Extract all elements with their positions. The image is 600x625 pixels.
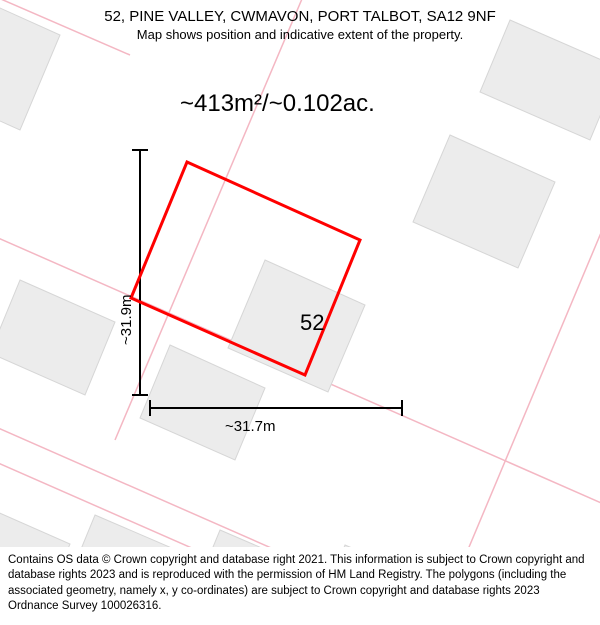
- building-footprint: [0, 280, 115, 395]
- house-number-label: 52: [300, 310, 324, 336]
- building-footprint: [413, 135, 555, 268]
- area-label: ~413m²/~0.102ac.: [180, 90, 375, 118]
- building-footprint: [140, 345, 265, 460]
- height-dimension-label: ~31.9m: [118, 295, 135, 345]
- copyright-footer: Contains OS data © Crown copyright and d…: [0, 547, 600, 625]
- width-dimension-label: ~31.7m: [225, 418, 275, 435]
- address-title: 52, PINE VALLEY, CWMAVON, PORT TALBOT, S…: [0, 8, 600, 25]
- map-subtitle: Map shows position and indicative extent…: [0, 27, 600, 42]
- header: 52, PINE VALLEY, CWMAVON, PORT TALBOT, S…: [0, 0, 600, 42]
